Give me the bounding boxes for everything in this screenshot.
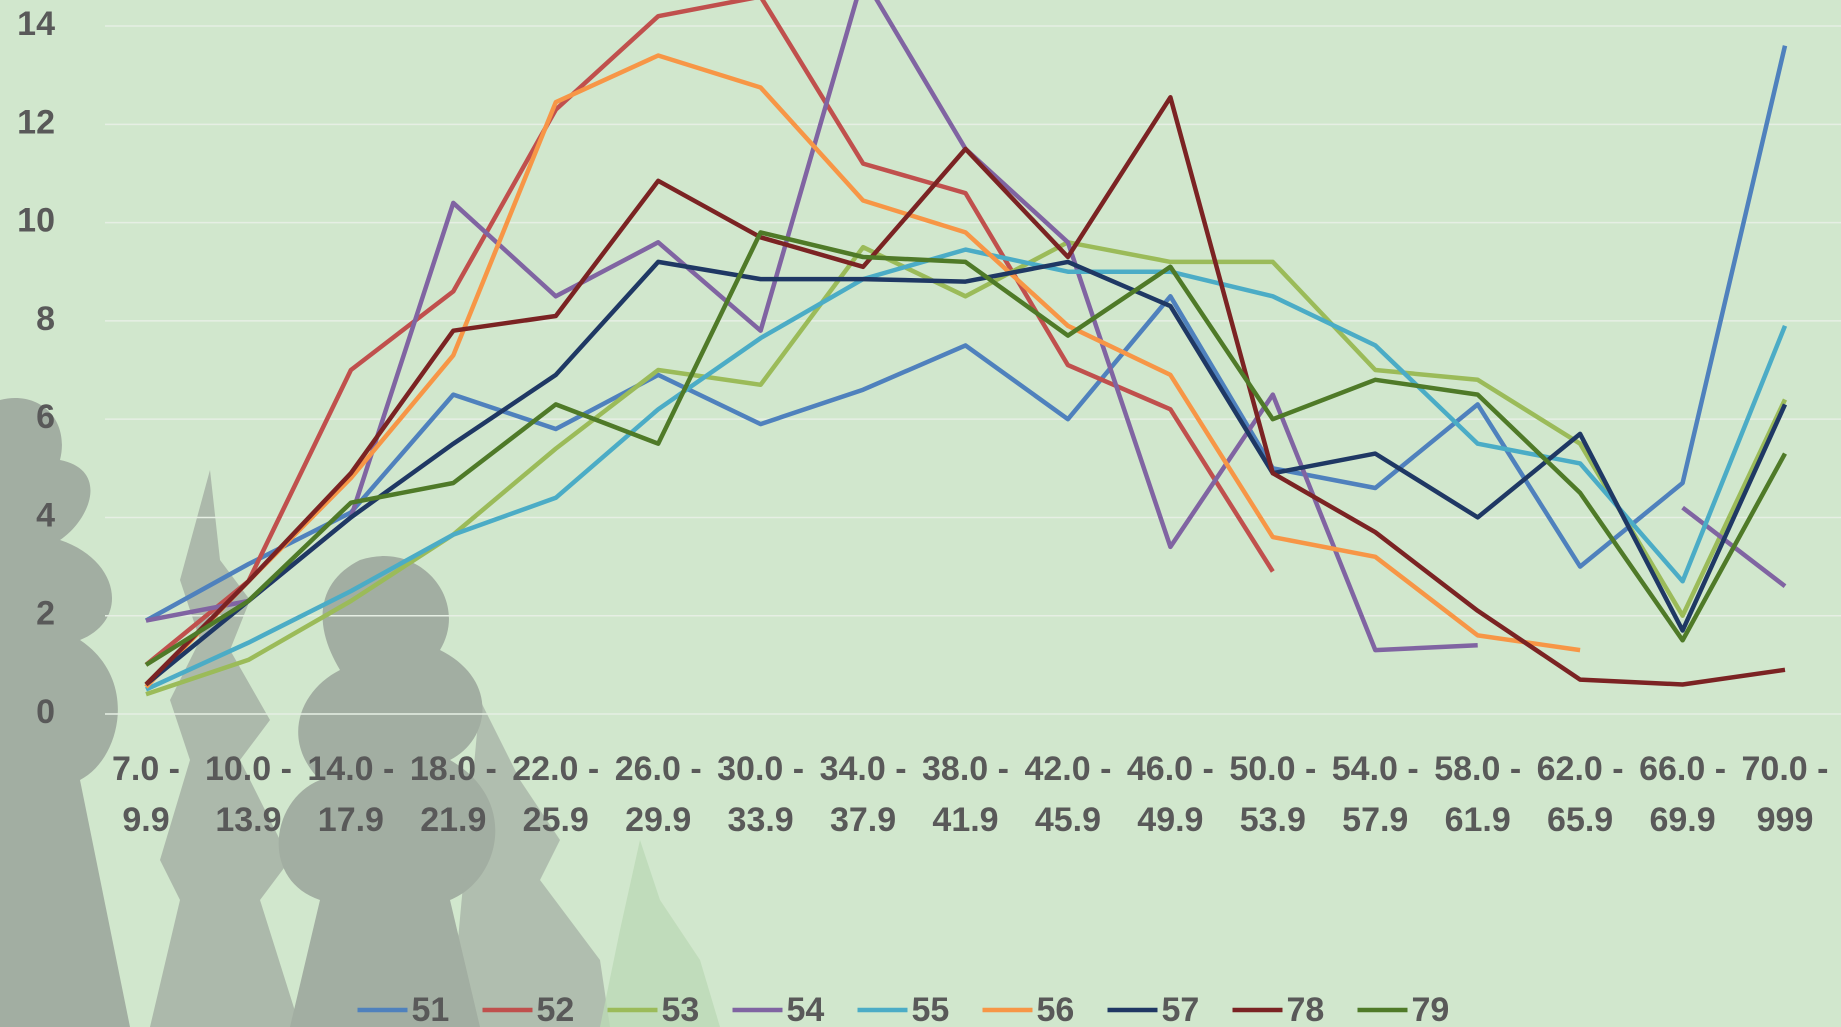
legend-label: 54 — [787, 991, 825, 1027]
y-tick-label: 6 — [36, 398, 55, 436]
y-tick-label: 0 — [36, 693, 55, 731]
legend-label: 55 — [912, 991, 950, 1027]
y-tick-label: 4 — [36, 496, 55, 534]
y-tick-label: 10 — [17, 202, 55, 240]
y-tick-label: 8 — [36, 300, 55, 338]
legend-label: 52 — [537, 991, 575, 1027]
legend-label: 57 — [1162, 991, 1200, 1027]
legend-label: 56 — [1037, 991, 1075, 1027]
y-tick-label: 2 — [36, 595, 55, 633]
page: {"chart_data": {"type": "line", "categor… — [0, 0, 1841, 1027]
y-tick-label: 12 — [17, 103, 55, 141]
legend-label: 53 — [662, 991, 700, 1027]
chart: 024681012147.0 -9.910.0 -13.914.0 -17.91… — [0, 0, 1841, 1027]
legend-label: 79 — [1412, 991, 1450, 1027]
legend-label: 51 — [412, 991, 450, 1027]
y-tick-label: 14 — [17, 5, 55, 43]
legend-label: 78 — [1287, 991, 1325, 1027]
